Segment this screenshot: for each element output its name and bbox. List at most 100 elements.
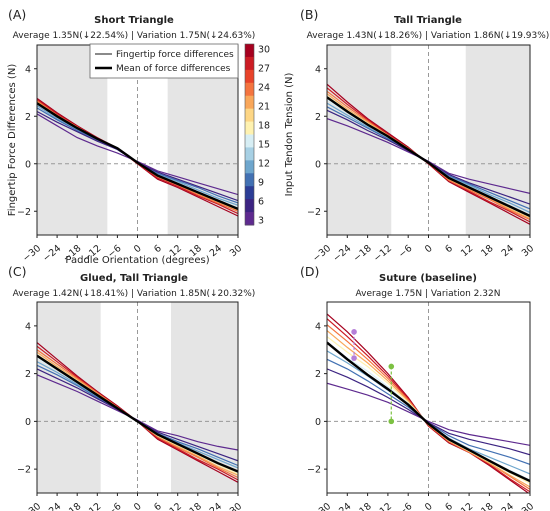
x-tick-label: −24 [331,243,353,264]
y-tick-label: 4 [25,64,31,75]
x-tick-label: −30 [21,501,43,511]
x-tick-label: −12 [372,501,394,511]
colorbar-segment [245,199,254,213]
colorbar: 30 27 24 21 18 15 12 9 6 3 Input Tendon Tension (N… [244,43,295,227]
y-tick-label: 0 [25,159,31,170]
x-tick-label: −18 [351,243,373,264]
colorbar-segment [245,56,254,71]
x-tick-label: −24 [41,243,63,264]
x-tick-label: −24 [41,501,63,511]
annotation-marker [351,329,357,335]
x-tick-label: 6 [443,243,455,255]
colorbar-segment [245,160,254,174]
x-axis-label: Paddle Orientation (degrees) [65,255,209,266]
y-axis-label: Fingertip Force Differences (N) [7,64,18,217]
y-tick-label: 2 [25,369,31,380]
panel-D: (D) Suture (baseline) Average 1.75N | Vari… [300,264,536,511]
colorbar-frame [244,43,255,226]
colorbar-tick-label: 30 [258,45,270,56]
colorbar-segment [245,108,254,123]
colorbar-segment [245,212,254,226]
legend-label-mean: Mean of force differences [116,64,231,74]
legend-label-fingertip: Fingertip force differences [116,50,234,60]
x-tick-label: 30 [520,243,536,259]
series-group [37,97,238,217]
x-tick-label: 6 [152,501,164,511]
panel-letter: (D) [300,264,319,279]
series-line-3 [327,382,530,446]
x-tick-label: 0 [132,243,144,255]
panel-A: (A) Short Triangle Average 1.35N(↓22.54%) … [7,7,295,266]
x-tick-label: 6 [443,501,455,511]
x-tick-label: 18 [479,243,495,259]
colorbar-segment [245,69,254,84]
x-tick-label: 24 [208,243,224,259]
x-tick-label: 0 [423,243,435,255]
colorbar-segment [245,95,254,110]
panel-C: (C) Glued, Tall Triangle Average 1.42N(↓18… [8,264,255,511]
colorbar-segment [245,121,254,135]
colorbar-tick-label: 15 [258,140,270,151]
x-tick-label: −6 [106,501,124,511]
y-tick-label: 2 [25,112,31,123]
colorbar-tick-label: 27 [258,64,270,75]
y-tick-label: −2 [17,207,31,218]
x-tick-label: −6 [397,243,415,260]
panel-subtitle: Average 1.35N(↓22.54%) | Variation 1.75N… [13,31,256,41]
panel-subtitle: Average 1.75N | Variation 2.32N [356,289,501,299]
colorbar-label: Input Tendon Tension (N) [284,73,295,197]
series-group [37,342,238,483]
x-tick-label: 12 [168,501,184,511]
y-tick-label: 0 [315,417,321,428]
colorbar-segment [245,147,254,161]
x-tick-label: −12 [372,243,394,264]
x-tick-label: 18 [479,501,495,511]
x-tick-label: −6 [397,501,415,511]
colorbar-segment [245,173,254,187]
y-tick-label: −2 [17,465,31,476]
annotation-marker [388,418,395,425]
x-tick-label: 30 [228,243,244,259]
y-tick-label: 2 [315,369,321,380]
x-tick-label: 30 [228,501,244,511]
panel-title: Glued, Tall Triangle [80,273,188,284]
annotation-marker [388,363,395,370]
colorbar-tick-label: 21 [258,102,270,113]
panel-subtitle: Average 1.42N(↓18.41%) | Variation 1.85N… [13,289,256,299]
panel-title: Suture (baseline) [379,273,477,284]
colorbar-tick-label: 24 [258,83,270,94]
panel-subtitle: Average 1.43N(↓18.26%) | Variation 1.86N… [307,31,550,41]
series-group [327,83,530,225]
x-tick-label: 24 [500,243,516,259]
y-tick-label: 4 [315,64,321,75]
y-tick-label: 2 [315,112,321,123]
y-tick-label: 4 [25,321,31,332]
panel-B: (B) Tall Triangle Average 1.43N(↓18.26%) |… [300,7,549,264]
legend: Fingertip force differences Mean of force… [89,43,239,79]
shaded-region [465,45,530,235]
y-tick-label: 0 [25,417,31,428]
x-tick-label: −18 [351,501,373,511]
x-tick-label: 18 [188,501,204,511]
colorbar-segment [245,186,254,200]
x-tick-label: −30 [311,243,333,264]
colorbar-tick-label: 3 [258,216,264,227]
panel-letter: (C) [8,264,26,279]
colorbar-tick-label: 12 [258,159,270,170]
x-tick-label: −18 [61,501,83,511]
annotation-marker [351,355,357,361]
x-tick-label: 12 [459,243,475,259]
x-tick-label: −12 [81,501,103,511]
mean-line [327,96,530,218]
y-tick-label: −2 [307,465,321,476]
colorbar-segment [245,82,254,97]
y-tick-label: −2 [307,207,321,218]
colorbar-segment [245,134,254,148]
colorbar-tick-label: 6 [258,197,264,208]
x-tick-label: −30 [21,243,43,264]
x-tick-label: 30 [520,501,536,511]
colorbar-tick-label: 9 [258,178,264,189]
series-line-27 [327,318,530,493]
mean-line [37,102,238,211]
y-tick-label: 4 [315,321,321,332]
